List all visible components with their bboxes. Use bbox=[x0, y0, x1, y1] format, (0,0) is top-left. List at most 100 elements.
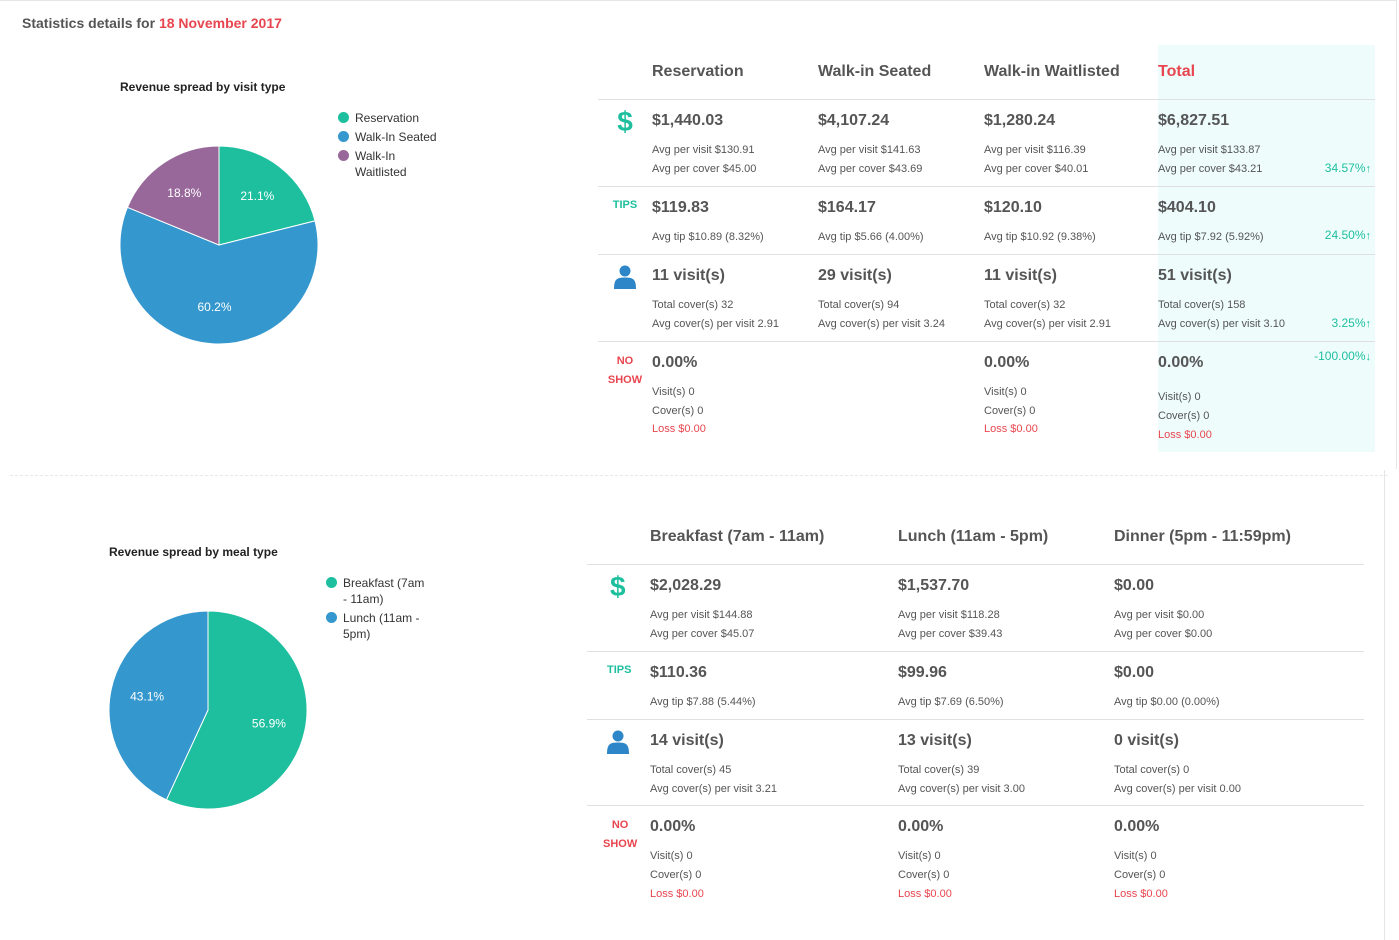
revenue-amount: $0.00 bbox=[1114, 577, 1155, 594]
avg-tip: Avg tip $7.88 (5.44%) bbox=[650, 696, 756, 708]
visits-icon-cell bbox=[598, 254, 652, 342]
change-percent: -100.00% bbox=[1314, 349, 1366, 363]
legend-item[interactable]: Walk-In Seated bbox=[338, 129, 458, 145]
noshow-percent: 0.00% bbox=[898, 818, 944, 835]
visit-count: 0 visit(s) bbox=[1114, 732, 1179, 749]
avg-covers: Avg cover(s) per visit 3.00 bbox=[898, 783, 1025, 795]
total-covers: Total cover(s) 39 bbox=[898, 764, 980, 776]
legend-item[interactable]: Reservation bbox=[338, 110, 458, 126]
pie-slice-walk-in-waitlisted[interactable] bbox=[126, 145, 220, 246]
column-header: Breakfast (7am - 11am) bbox=[650, 510, 898, 565]
pie-slice-label: 60.2% bbox=[197, 300, 231, 314]
no-show-label: SHOW bbox=[607, 374, 643, 386]
avg-tip: Avg tip $10.92 (9.38%) bbox=[984, 231, 1096, 243]
tips-amount: $120.10 bbox=[984, 199, 1042, 216]
avg-covers: Avg cover(s) per visit 2.91 bbox=[984, 318, 1111, 330]
noshow-covers: Cover(s) 0 bbox=[650, 869, 702, 881]
noshow-cell: 0.00% Visit(s) 0 Cover(s) 0 Loss $0.00 bbox=[898, 806, 1114, 916]
noshow-percent: 0.00% bbox=[984, 354, 1030, 371]
avg-per-visit: Avg per visit $133.87 bbox=[1158, 144, 1261, 156]
noshow-loss: Loss $0.00 bbox=[652, 423, 706, 435]
avg-per-cover: Avg per cover $0.00 bbox=[1114, 628, 1213, 640]
noshow-visits: Visit(s) 0 bbox=[1158, 391, 1201, 403]
tips-amount: $119.83 bbox=[652, 199, 709, 216]
tips-row: TIPS $110.36 Avg tip $7.88 (5.44%) $99.9… bbox=[587, 651, 1364, 720]
column-header-total: Total bbox=[1158, 45, 1375, 100]
page-title-date: 18 November 2017 bbox=[158, 15, 282, 31]
revenue-cell: $1,440.03 Avg per visit $130.91 Avg per … bbox=[652, 99, 818, 187]
revenue-cell: $1,537.70 Avg per visit $118.28 Avg per … bbox=[898, 564, 1114, 652]
avg-per-cover: Avg per cover $45.07 bbox=[650, 628, 755, 640]
legend-swatch bbox=[326, 612, 337, 623]
pie-slice-label: 21.1% bbox=[240, 189, 274, 203]
noshow-covers: Cover(s) 0 bbox=[1158, 410, 1210, 422]
legend-item[interactable]: Walk-In Waitlisted bbox=[338, 148, 458, 180]
total-covers: Total cover(s) 0 bbox=[1114, 764, 1190, 776]
pie-slice-lunch-11am-5pm[interactable] bbox=[108, 610, 209, 801]
tips-cell: $120.10 Avg tip $10.92 (9.38%) bbox=[984, 186, 1158, 255]
visit-chart-legend: Reservation Walk-In Seated Walk-In Waitlis… bbox=[338, 110, 458, 183]
noshow-cell: 0.00% Visit(s) 0 Cover(s) 0 Loss $0.00 bbox=[652, 342, 818, 452]
change-percent: 24.50% bbox=[1324, 228, 1366, 242]
pie-slice-walk-in-seated[interactable] bbox=[119, 206, 319, 345]
visits-cell: 13 visit(s) Total cover(s) 39 Avg cover(… bbox=[898, 719, 1114, 806]
avg-per-cover: Avg per cover $45.00 bbox=[652, 163, 757, 175]
legend-label: Walk-In Seated bbox=[355, 130, 437, 144]
meal-chart-legend: Breakfast (7am - 11am) Lunch (11am - 5pm) bbox=[326, 575, 441, 645]
no-show-label: SHOW bbox=[603, 838, 638, 850]
noshow-percent: 0.00% bbox=[652, 354, 698, 371]
avg-per-visit: Avg per visit $144.88 bbox=[650, 609, 753, 621]
tips-change-indicator: 24.50%↑ bbox=[1325, 228, 1371, 242]
tips-cell: $110.36 Avg tip $7.88 (5.44%) bbox=[650, 651, 898, 720]
no-show-label: NO bbox=[611, 819, 629, 831]
tips-row: TIPS $119.83 Avg tip $10.89 (8.32%) $164… bbox=[598, 186, 1375, 255]
avg-tip: Avg tip $0.00 (0.00%) bbox=[1114, 696, 1220, 708]
revenue-amount: $2,028.29 bbox=[650, 577, 722, 594]
pie-slice-reservation[interactable] bbox=[218, 145, 316, 246]
visits-cell: 11 visit(s) Total cover(s) 32 Avg cover(… bbox=[984, 254, 1158, 342]
noshow-cell: 0.00% Visit(s) 0 Cover(s) 0 Loss $0.00 bbox=[650, 806, 898, 916]
tips-icon: TIPS bbox=[607, 664, 632, 676]
arrow-up-icon: ↑ bbox=[1365, 163, 1372, 175]
revenue-cell: $0.00 Avg per visit $0.00 Avg per cover … bbox=[1114, 564, 1364, 652]
visit-panel-frame bbox=[0, 0, 1397, 469]
noshow-icon-cell: NO SHOW bbox=[587, 806, 650, 916]
pie-slice-label: 18.8% bbox=[167, 186, 201, 200]
change-percent: 34.57% bbox=[1324, 161, 1366, 175]
visit-stats-table: Reservation Walk-in Seated Walk-in Waitl… bbox=[598, 45, 1375, 452]
avg-covers: Avg cover(s) per visit 2.91 bbox=[652, 318, 779, 330]
legend-swatch bbox=[338, 131, 349, 142]
noshow-visits: Visit(s) 0 bbox=[652, 386, 695, 398]
revenue-icon-cell: $ bbox=[598, 99, 652, 187]
meal-chart-title: Revenue spread by meal type bbox=[109, 545, 278, 559]
column-header: Lunch (11am - 5pm) bbox=[898, 510, 1114, 565]
noshow-covers: Cover(s) 0 bbox=[984, 405, 1036, 417]
header-icon-cell bbox=[587, 510, 650, 565]
avg-per-cover: Avg per cover $43.21 bbox=[1158, 163, 1263, 175]
tips-amount: $110.36 bbox=[650, 664, 707, 681]
avg-tip: Avg tip $10.89 (8.32%) bbox=[652, 231, 764, 243]
tips-amount: $0.00 bbox=[1114, 664, 1155, 681]
user-icon bbox=[614, 265, 636, 294]
avg-tip: Avg tip $7.69 (6.50%) bbox=[898, 696, 1004, 708]
table-header-row: Breakfast (7am - 11am) Lunch (11am - 5pm… bbox=[587, 510, 1364, 565]
avg-per-cover: Avg per cover $43.69 bbox=[818, 163, 923, 175]
noshow-visits: Visit(s) 0 bbox=[1114, 850, 1157, 862]
noshow-change-indicator: -100.00%↓ bbox=[1314, 349, 1371, 363]
table-header-row: Reservation Walk-in Seated Walk-in Waitl… bbox=[598, 45, 1375, 100]
revenue-row: $ $1,440.03 Avg per visit $130.91 Avg pe… bbox=[598, 99, 1375, 187]
dollar-icon: $ bbox=[610, 571, 626, 602]
avg-per-cover: Avg per cover $39.43 bbox=[898, 628, 1003, 640]
revenue-amount: $1,280.24 bbox=[984, 112, 1056, 129]
pie-slice-breakfast-7am-11am[interactable] bbox=[165, 610, 308, 810]
visits-row: 11 visit(s) Total cover(s) 32 Avg cover(… bbox=[598, 254, 1375, 342]
legend-item[interactable]: Lunch (11am - 5pm) bbox=[326, 610, 441, 642]
column-header: Walk-in Seated bbox=[818, 45, 984, 100]
column-header: Dinner (5pm - 11:59pm) bbox=[1114, 510, 1364, 565]
avg-per-visit: Avg per visit $116.39 bbox=[984, 144, 1086, 156]
change-percent: 3.25% bbox=[1331, 316, 1366, 330]
visit-count: 14 visit(s) bbox=[650, 732, 724, 749]
legend-label: Reservation bbox=[355, 111, 420, 125]
meal-pie-chart: 56.9% 43.1% bbox=[108, 610, 308, 810]
legend-item[interactable]: Breakfast (7am - 11am) bbox=[326, 575, 441, 607]
